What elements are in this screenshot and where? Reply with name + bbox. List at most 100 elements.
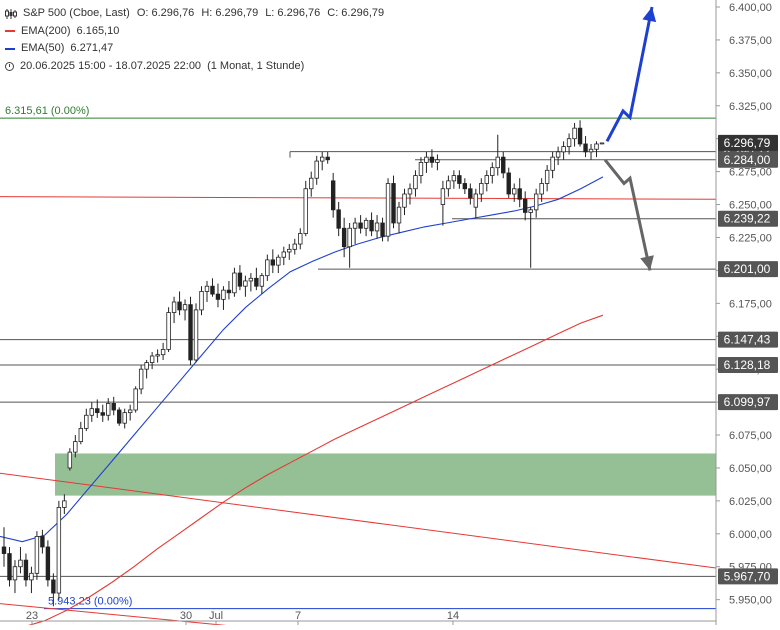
current-price-label-bg [718, 134, 778, 151]
trendline [0, 603, 279, 630]
y-tick-label: 6.025,00 [729, 496, 772, 508]
level-price-label: 6.099,97 [724, 395, 771, 409]
y-tick-label: 6.250,00 [729, 200, 772, 212]
candle-body [78, 428, 84, 443]
candle-body [352, 222, 358, 229]
candle-body [149, 355, 155, 363]
candle-body [380, 222, 385, 237]
candle-body [517, 188, 522, 200]
candle-body [391, 183, 396, 224]
x-tick-label: 23 [26, 610, 38, 622]
candle-body [166, 312, 171, 350]
candle-body [56, 507, 62, 594]
candle-body [583, 143, 588, 153]
candle-body [248, 277, 254, 282]
candle-body [435, 159, 440, 163]
candle-body [385, 183, 391, 237]
candle-body [473, 193, 479, 208]
candle-body [341, 227, 347, 248]
level-price-label-bg [718, 356, 778, 373]
candle-body [144, 362, 149, 370]
candle-body [413, 175, 418, 190]
chart-legend: S&P 500 (Cboe, Last) O: 6.296,76 H: 6.29… [5, 5, 391, 75]
level-price-label-bg [718, 568, 778, 585]
candle-body [182, 304, 188, 311]
ema200-label: EMA(200) [21, 24, 71, 37]
candle-body [374, 222, 380, 232]
candle-body [539, 183, 544, 195]
level-price-label: 6.284,00 [724, 153, 771, 167]
instrument-title: S&P 500 (Cboe, Last) [23, 7, 130, 19]
candle-body [117, 409, 122, 424]
ohlc-open: O: 6.296,76 [136, 7, 195, 19]
candle-body [237, 272, 243, 287]
y-tick-label: 6.175,00 [729, 298, 772, 310]
level-price-label-bg [718, 394, 778, 411]
candle-body [544, 169, 550, 184]
y-tick-label: 5.950,00 [729, 595, 772, 607]
candle-body [133, 388, 138, 411]
candle-body [566, 138, 572, 148]
ema200-value: 6.165,10 [76, 24, 120, 37]
candles-layer [1, 120, 605, 607]
ema200-swatch [5, 30, 15, 33]
candle-body [479, 183, 484, 195]
x-tick-label: 30 [180, 610, 192, 622]
ema50-label: EMA(50) [21, 42, 65, 54]
x-tick-label: 14 [447, 610, 459, 622]
horizontal-levels-layer: 6.315,61 (0.00%) 5.943,23 (0.00%) [0, 105, 716, 610]
candle-body [281, 251, 286, 258]
candle-body [67, 451, 73, 469]
candle-body [100, 412, 105, 416]
candle-body [12, 566, 18, 581]
candle-body [303, 188, 308, 234]
candle-body [89, 408, 94, 416]
candle-body [555, 151, 561, 158]
level-price-label-bg [718, 210, 778, 227]
candle-body [276, 256, 281, 266]
ema-layer [0, 176, 604, 630]
y-tick-label: 6.325,00 [729, 101, 772, 113]
candle-body [210, 285, 215, 295]
level-price-label: 6.239,22 [724, 212, 771, 226]
trendline [0, 472, 717, 569]
level-price-label: 6.201,00 [724, 262, 771, 276]
y-tick-label: 6.350,00 [729, 68, 772, 80]
y-tick-label: 6.375,00 [729, 35, 772, 47]
scenario-up-arrow [605, 6, 654, 143]
candle-body [512, 188, 517, 195]
level-annotation: 6.315,61 (0.00%) [5, 105, 89, 117]
level-price-label: 6.147,43 [724, 333, 771, 347]
candle-body [429, 156, 435, 163]
y-tick-label: 6.050,00 [729, 463, 772, 475]
candle-body [462, 183, 468, 190]
candle-body [599, 142, 605, 145]
candle-body [1, 546, 7, 554]
candle-body [358, 222, 363, 229]
candle-body [533, 193, 539, 211]
candle-body [506, 172, 511, 195]
candle-body [73, 441, 78, 453]
candle-body [320, 156, 325, 162]
candle-body [84, 414, 89, 429]
ohlc-low: L: 6.296,76 [265, 7, 321, 19]
candle-body [226, 289, 232, 294]
candle-body [29, 572, 34, 581]
candle-body [127, 409, 133, 414]
level-annotation: 5.943,23 (0.00%) [48, 596, 132, 608]
y-tick-label: 6.225,00 [729, 232, 772, 244]
ohlc-close: C: 6.296,79 [327, 7, 385, 19]
support-zone [55, 453, 716, 496]
candle-body [232, 272, 237, 294]
candle-body [254, 277, 259, 287]
candle-body [51, 579, 56, 594]
candle-body [495, 156, 500, 169]
candle-body [418, 162, 424, 176]
candle-body [270, 259, 276, 266]
candle-body [330, 180, 336, 211]
candle-body [95, 408, 100, 414]
y-tick-label: 6.400,00 [729, 2, 772, 14]
candle-body [457, 175, 462, 184]
candle-body [243, 280, 248, 287]
